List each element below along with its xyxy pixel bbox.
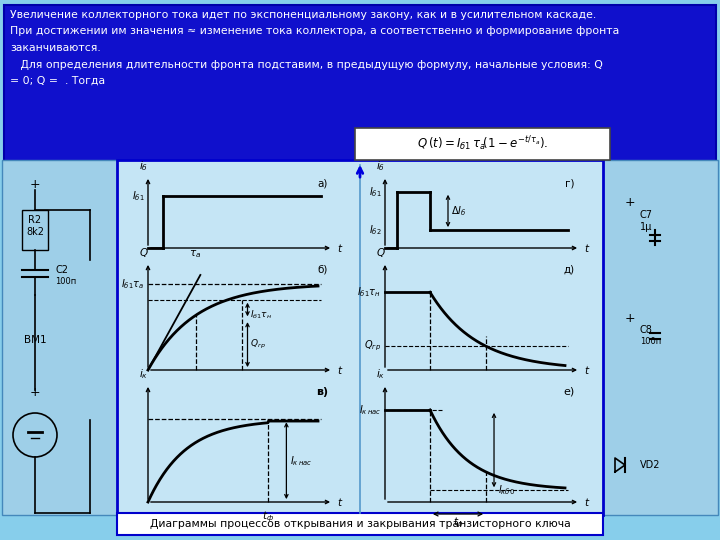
Text: $I_{б1}$: $I_{б1}$ [132, 189, 145, 203]
Text: $I_{к\,нас}$: $I_{к\,нас}$ [359, 403, 381, 417]
Text: +: + [625, 197, 635, 210]
Text: $t$: $t$ [584, 242, 590, 254]
Text: = 0; Q =  . Тогда: = 0; Q = . Тогда [10, 76, 105, 86]
Text: $t$: $t$ [337, 364, 343, 376]
Bar [2, 160, 117, 515]
Text: $t$: $t$ [337, 496, 343, 508]
Text: BM1: BM1 [24, 335, 46, 345]
Text: а): а) [318, 179, 328, 189]
Text: $t$: $t$ [337, 242, 343, 254]
Text: При достижении им значения ≈ изменение тока коллектора, а соответственно и форми: При достижении им значения ≈ изменение т… [10, 26, 619, 37]
Text: $\tau_a$: $\tau_a$ [189, 248, 202, 260]
Text: 8k2: 8k2 [26, 227, 44, 237]
Text: 100п: 100п [640, 338, 661, 347]
Text: $I_{б2}$: $I_{б2}$ [369, 223, 382, 237]
Bar [4, 5, 716, 162]
Text: C2: C2 [55, 265, 68, 275]
Text: г): г) [565, 179, 575, 189]
Text: $I_{кб0}$: $I_{кб0}$ [498, 483, 515, 497]
Text: R2: R2 [28, 215, 42, 225]
Text: $\Delta I_б$: $\Delta I_б$ [451, 204, 467, 218]
Text: +: + [625, 312, 635, 325]
Text: $Q$: $Q$ [139, 246, 149, 259]
Text: $t_р$: $t_р$ [453, 516, 463, 530]
Text: C7: C7 [640, 210, 653, 220]
Text: $Q_{гр}$: $Q_{гр}$ [251, 338, 266, 351]
Text: $t_ф$: $t_ф$ [262, 510, 274, 524]
Text: C8: C8 [640, 325, 653, 335]
Text: $I_{б1}\tau_н$: $I_{б1}\tau_н$ [251, 309, 273, 321]
Text: заканчиваются.: заканчиваются. [10, 43, 101, 53]
Bar [117, 513, 603, 535]
Text: е): е) [564, 387, 575, 397]
Text: $Q$: $Q$ [376, 246, 386, 259]
Text: $i_к$: $i_к$ [140, 367, 148, 381]
Text: $I_{к\,нас}$: $I_{к\,нас}$ [290, 454, 312, 468]
Text: $Q\,(t)=I_{б1}\,\tau_a\!\left(1-e^{-t/\tau_a}\right).$: $Q\,(t)=I_{б1}\,\tau_a\!\left(1-e^{-t/\t… [418, 134, 549, 153]
Text: в): в) [316, 387, 328, 397]
Text: +: + [30, 179, 40, 192]
Text: Для определения длительности фронта подставим, в предыдущую формулу, начальные у: Для определения длительности фронта подс… [10, 59, 603, 70]
Text: $I_{б1}\tau_н$: $I_{б1}\tau_н$ [357, 285, 381, 299]
Text: Увеличение коллекторного тока идет по экспоненциальному закону, как и в усилител: Увеличение коллекторного тока идет по эк… [10, 10, 596, 20]
Text: д): д) [564, 265, 575, 275]
Text: $i_б$: $i_б$ [377, 159, 385, 173]
Text: $I_{б1}\tau_a$: $I_{б1}\tau_a$ [121, 276, 144, 291]
Text: 100п: 100п [55, 278, 76, 287]
Bar [22, 210, 48, 250]
Bar [355, 128, 610, 160]
Text: $I_{б1}$: $I_{б1}$ [369, 185, 382, 199]
Text: VD2: VD2 [640, 460, 660, 470]
Bar [117, 160, 603, 515]
Text: $t$: $t$ [584, 496, 590, 508]
Bar [603, 160, 718, 515]
Text: $i_б$: $i_б$ [140, 159, 148, 173]
Text: Диаграммы процессов открывания и закрывания транзисторного ключа: Диаграммы процессов открывания и закрыва… [150, 519, 570, 529]
Text: б): б) [318, 265, 328, 275]
Text: 1μ: 1μ [640, 222, 652, 232]
Text: $t$: $t$ [584, 364, 590, 376]
Text: $i_к$: $i_к$ [377, 367, 386, 381]
Text: +: + [30, 386, 40, 399]
Text: $Q_{гр}$: $Q_{гр}$ [364, 339, 381, 354]
